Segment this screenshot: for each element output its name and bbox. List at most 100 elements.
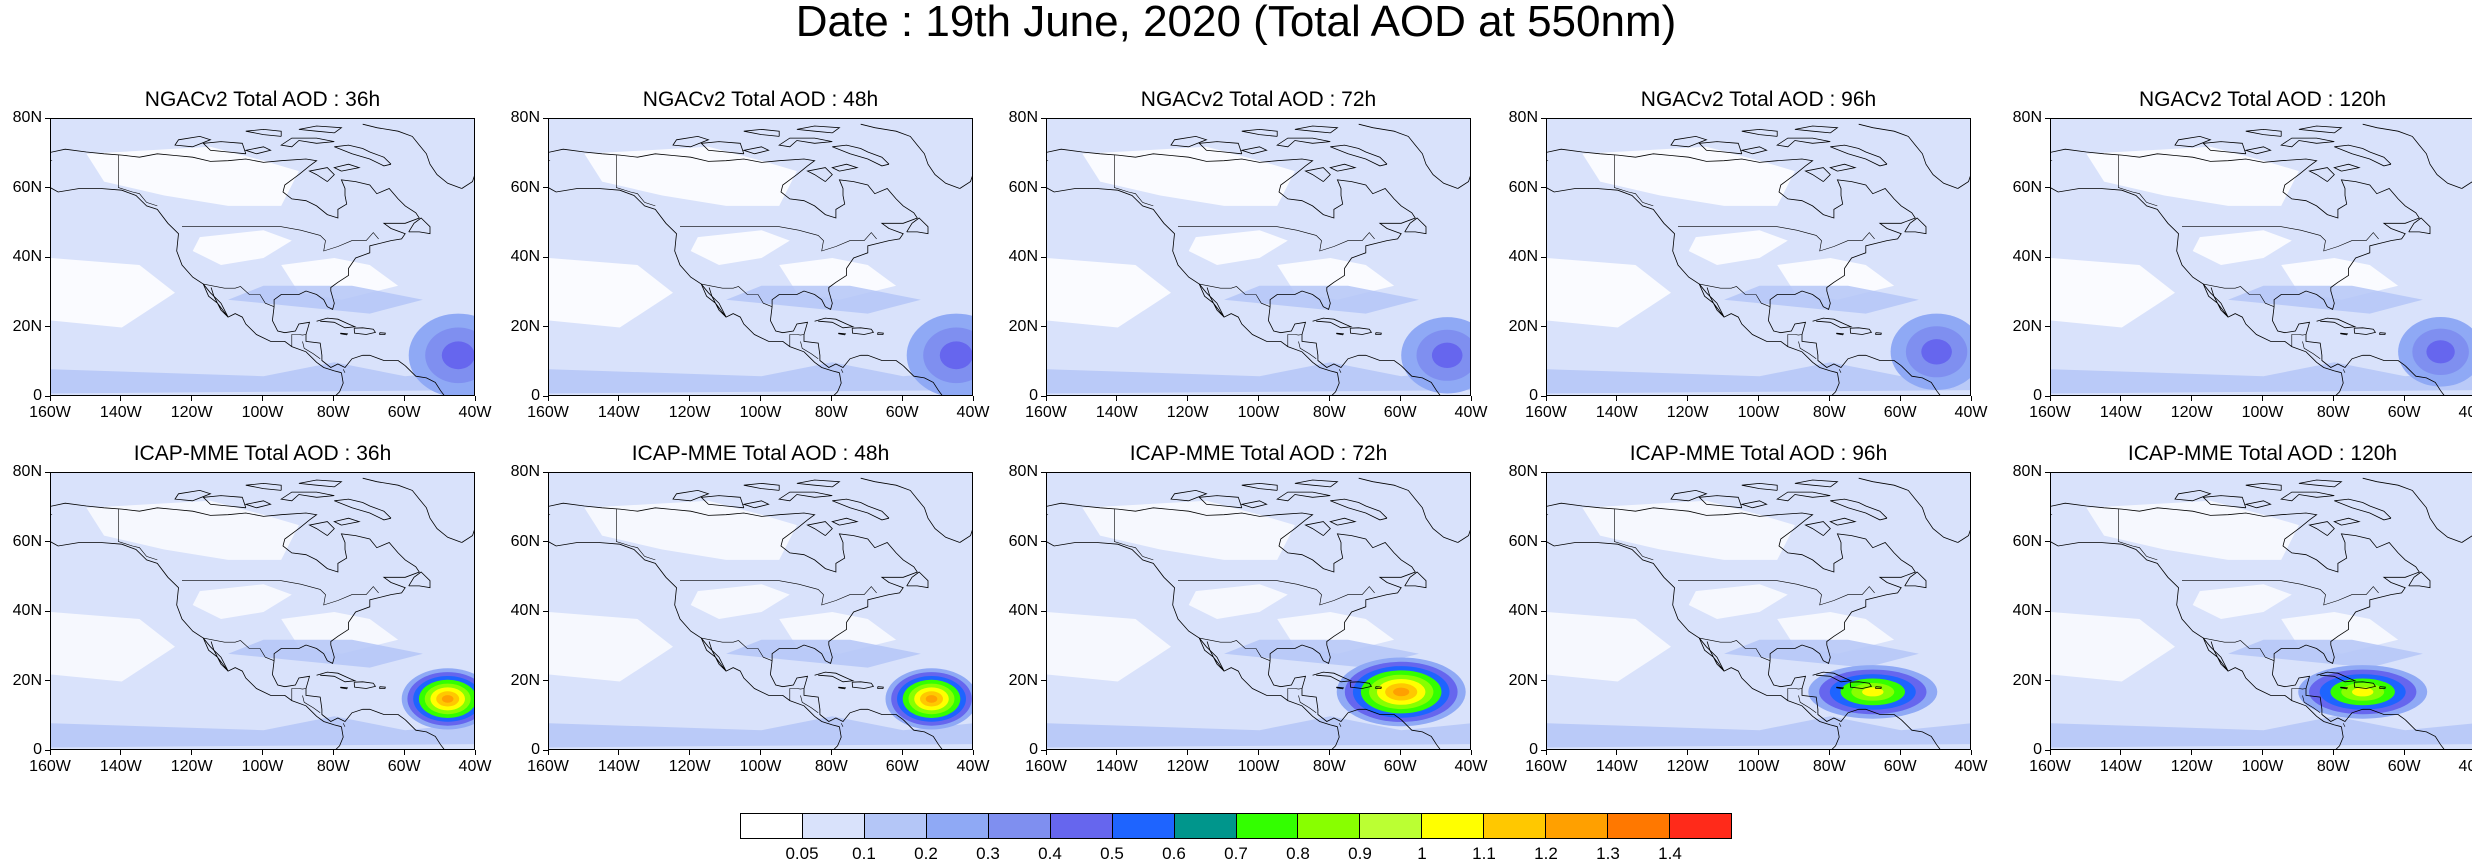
x-tick xyxy=(1329,750,1330,755)
coastline xyxy=(281,138,334,147)
coastline xyxy=(770,307,903,368)
moderate-aod-region xyxy=(1224,286,1419,314)
clean-air-region xyxy=(2193,584,2292,619)
country-border xyxy=(801,341,819,358)
panel-title: ICAP-MME Total AOD : 72h xyxy=(1009,442,1509,466)
coastline xyxy=(832,499,889,520)
coastline xyxy=(878,333,884,335)
y-tick-label: 0 xyxy=(2002,388,2042,404)
x-tick xyxy=(548,396,549,401)
x-tick-label: 120W xyxy=(1658,759,1718,775)
coastline xyxy=(1359,124,1458,188)
coastline xyxy=(838,333,845,335)
x-tick xyxy=(1400,396,1401,401)
y-tick-label: 80N xyxy=(500,464,540,480)
moderate-aod-region xyxy=(51,716,475,747)
x-tick xyxy=(1616,750,1617,755)
x-tick xyxy=(120,750,121,755)
x-tick xyxy=(1258,396,1259,401)
x-tick xyxy=(760,750,761,755)
y-tick xyxy=(45,472,50,473)
country-border xyxy=(1799,341,1817,358)
coastline xyxy=(272,307,405,368)
coastline xyxy=(1376,333,1382,335)
coastline xyxy=(1268,307,1401,368)
x-tick-label: 60W xyxy=(872,405,932,421)
coastline xyxy=(2340,333,2347,335)
coastline xyxy=(310,522,335,536)
dust-plume-contour xyxy=(442,341,475,369)
coastline xyxy=(744,483,779,490)
x-tick xyxy=(1400,750,1401,755)
y-tick-label: 80N xyxy=(998,110,1038,126)
coastline xyxy=(861,124,960,188)
coastline xyxy=(317,318,355,328)
coastline xyxy=(2380,333,2386,335)
y-tick xyxy=(1541,326,1546,327)
y-tick xyxy=(543,118,548,119)
y-tick-label: 0 xyxy=(2002,742,2042,758)
coastline xyxy=(2246,147,2271,154)
x-tick xyxy=(475,396,476,401)
clean-air-region xyxy=(549,612,673,682)
y-tick xyxy=(2045,680,2050,681)
x-tick-label: 60W xyxy=(2374,759,2434,775)
country-border xyxy=(303,695,321,712)
clean-air-region xyxy=(2051,612,2175,682)
x-tick-label: 40W xyxy=(445,405,505,421)
clean-air-region xyxy=(1547,612,1671,682)
coastline xyxy=(2409,572,2430,588)
x-tick xyxy=(1900,396,1901,401)
x-tick xyxy=(475,750,476,755)
x-tick xyxy=(2120,750,2121,755)
coastline xyxy=(808,522,833,536)
x-tick-label: 80W xyxy=(1299,405,1359,421)
coastline xyxy=(340,333,347,335)
map-canvas xyxy=(51,473,475,750)
x-tick-label: 60W xyxy=(374,759,434,775)
colorbar-swatch xyxy=(1237,814,1299,838)
x-tick xyxy=(1046,750,1047,755)
x-tick-label: 40W xyxy=(1441,405,1501,421)
clean-air-region xyxy=(1547,258,1671,328)
coastline xyxy=(770,661,903,722)
y-tick-label: 0 xyxy=(500,388,540,404)
x-tick-label: 80W xyxy=(801,759,861,775)
x-tick-label: 120W xyxy=(2162,759,2222,775)
colorbar-swatch xyxy=(1175,814,1237,838)
coastline xyxy=(2281,492,2334,501)
panel-title: ICAP-MME Total AOD : 96h xyxy=(1509,442,2009,466)
coastline xyxy=(462,171,475,188)
x-tick xyxy=(262,396,263,401)
x-tick-label: 140W xyxy=(1587,405,1647,421)
y-tick-label: 60N xyxy=(2002,534,2042,550)
y-tick xyxy=(1041,118,1046,119)
x-tick xyxy=(191,396,192,401)
x-tick xyxy=(1471,750,1472,755)
x-tick-label: 140W xyxy=(1587,759,1647,775)
y-tick-label: 40N xyxy=(500,249,540,265)
y-tick-label: 60N xyxy=(1498,534,1538,550)
coastline xyxy=(797,126,840,133)
coastline xyxy=(299,126,342,133)
colorbar-label: 1.2 xyxy=(1521,845,1571,863)
map-canvas xyxy=(549,119,973,396)
x-tick-label: 140W xyxy=(589,759,649,775)
x-tick-label: 80W xyxy=(1799,405,1859,421)
colorbar-swatch xyxy=(927,814,989,838)
coastline xyxy=(1306,522,1331,536)
x-tick-label: 120W xyxy=(1158,759,1218,775)
x-tick xyxy=(1758,396,1759,401)
coastline xyxy=(1242,483,1277,490)
colorbar-label: 1.4 xyxy=(1645,845,1695,863)
coastline xyxy=(815,318,853,328)
coastline xyxy=(2317,318,2355,328)
y-tick-label: 20N xyxy=(2,319,42,335)
coastline xyxy=(2310,522,2335,536)
coastline xyxy=(2334,518,2359,525)
x-tick-label: 120W xyxy=(162,405,222,421)
y-tick-label: 0 xyxy=(2,742,42,758)
y-tick-label: 20N xyxy=(998,673,1038,689)
coastline xyxy=(808,168,833,182)
panel-title: NGACv2 Total AOD : 120h xyxy=(2013,88,2472,112)
